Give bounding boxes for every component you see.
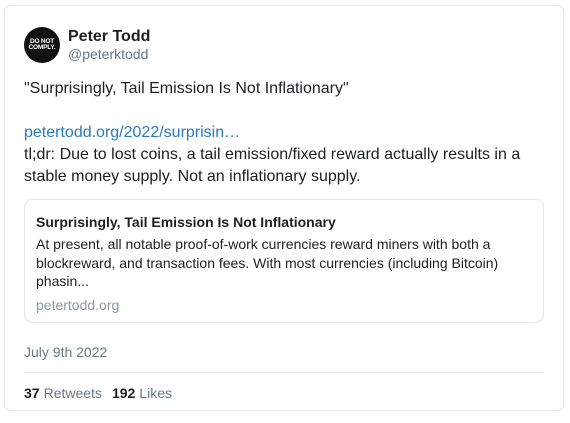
link-preview-card[interactable]: Surprisingly, Tail Emission Is Not Infla… [24, 199, 544, 323]
divider [24, 372, 544, 373]
tweet-card: DO NOT COMPLY. Peter Todd @peterktodd "S… [4, 5, 564, 411]
tweet-stats: 37 Retweets 192 Likes [24, 384, 182, 402]
likes-count: 192 [111, 385, 136, 401]
likes-label: Likes [139, 385, 172, 401]
tweet-header: DO NOT COMPLY. Peter Todd @peterktodd [24, 24, 150, 66]
tweet-text: "Surprisingly, Tail Emission Is Not Infl… [24, 78, 544, 188]
author-handle[interactable]: @peterktodd [68, 46, 149, 62]
author-names: Peter Todd @peterktodd [68, 27, 150, 63]
tweet-body-line-2: stable money supply. Not an inflationary… [24, 168, 361, 185]
retweets-count: 37 [24, 385, 40, 401]
tweet-date[interactable]: July 9th 2022 [24, 344, 108, 360]
avatar[interactable]: DO NOT COMPLY. [24, 27, 60, 63]
link-card-title: Surprisingly, Tail Emission Is Not Infla… [36, 214, 336, 230]
likes-stat[interactable]: 192 Likes [112, 384, 172, 402]
tweet-link[interactable]: petertodd.org/2022/surprisin… [24, 124, 241, 141]
avatar-text-line2: COMPLY. [28, 44, 56, 51]
tweet-title-line: "Surprisingly, Tail Emission Is Not Infl… [24, 80, 349, 97]
avatar-text-line1: DO NOT [29, 37, 55, 45]
author-display-name[interactable]: Peter Todd [68, 28, 151, 45]
tweet-body-line-1: tl;dr: Due to lost coins, a tail emissio… [24, 146, 521, 163]
retweets-stat[interactable]: 37 Retweets [24, 384, 102, 402]
link-card-domain: petertodd.org [36, 296, 120, 313]
retweets-label: Retweets [43, 385, 102, 401]
link-card-description: At present, all notable proof-of-work cu… [36, 236, 499, 289]
tweet-blank-line [24, 100, 544, 122]
